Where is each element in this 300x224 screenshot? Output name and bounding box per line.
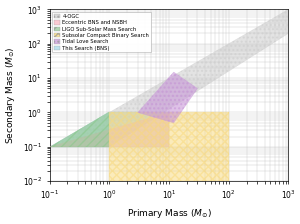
Polygon shape bbox=[50, 9, 288, 147]
X-axis label: Primary Mass ($M_{\odot}$): Primary Mass ($M_{\odot}$) bbox=[127, 207, 212, 220]
Polygon shape bbox=[138, 72, 197, 123]
Polygon shape bbox=[50, 112, 169, 147]
Y-axis label: Secondary Mass ($M_{\odot}$): Secondary Mass ($M_{\odot}$) bbox=[4, 47, 17, 144]
Polygon shape bbox=[109, 112, 229, 181]
Legend: 4-OGC, Eccentric BNS and NSBH, LIGO Sub-Solar Mass Search, Subsolar Compact Bina: 4-OGC, Eccentric BNS and NSBH, LIGO Sub-… bbox=[52, 12, 151, 52]
Polygon shape bbox=[50, 112, 109, 147]
Polygon shape bbox=[50, 112, 169, 147]
